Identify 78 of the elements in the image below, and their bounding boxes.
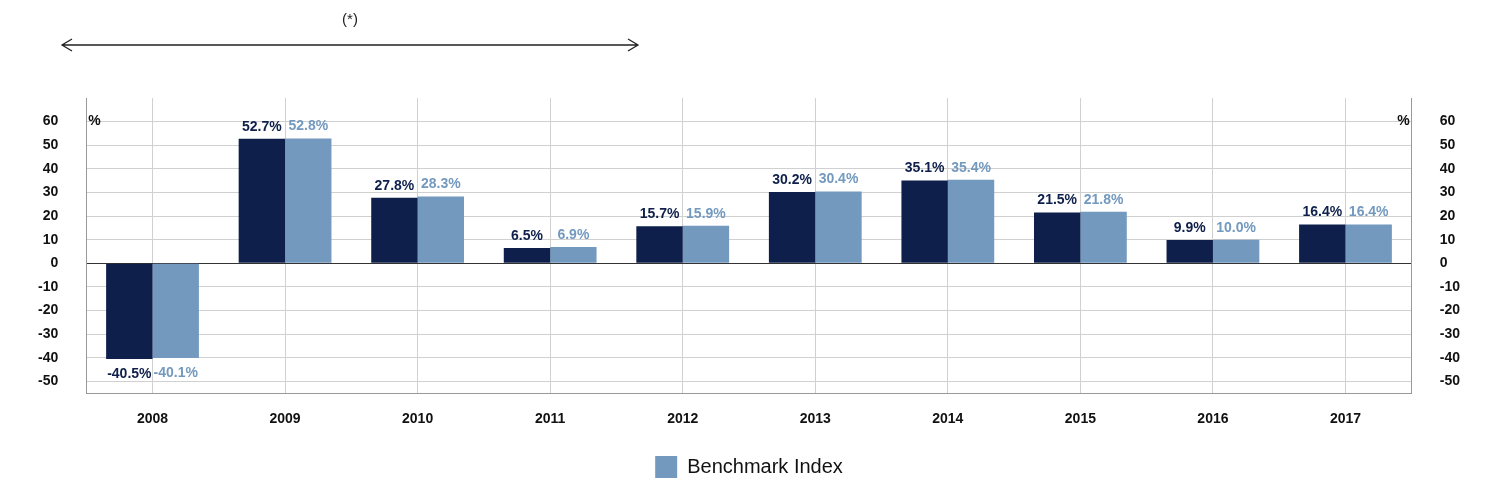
bar — [550, 247, 597, 263]
y2-tick-label: 10 — [1439, 230, 1456, 247]
data-label: 21.8% — [1083, 190, 1124, 207]
data-label: 35.1% — [904, 159, 946, 176]
y2-tick-label: -10 — [1439, 277, 1461, 294]
data-label: 52.7% — [242, 117, 283, 134]
bar — [947, 179, 995, 263]
data-label: 15.9% — [686, 204, 727, 221]
bar — [503, 247, 551, 263]
bar — [417, 196, 465, 263]
y2-tick-label: -30 — [1439, 325, 1461, 342]
data-label: 35.4% — [951, 158, 992, 175]
legend-label: Benchmark Index — [687, 454, 843, 477]
data-label: 6.5% — [511, 226, 544, 243]
bar — [815, 191, 862, 263]
y2-tick-label: 50 — [1439, 136, 1456, 153]
y2-tick-label: -20 — [1439, 301, 1461, 318]
data-label: 30.4% — [818, 170, 859, 187]
data-label: -40.1% — [153, 363, 199, 380]
bar — [238, 138, 286, 263]
y-tick-label: 40 — [42, 159, 59, 176]
y-tick-label: -50 — [38, 372, 59, 389]
y-tick-label: -10 — [38, 277, 59, 294]
data-label: 28.3% — [420, 175, 462, 192]
y2-tick-label: -50 — [1439, 372, 1461, 389]
y2-tick-label: 30 — [1439, 183, 1456, 200]
x-tick-label: 2010 — [402, 410, 434, 427]
y-tick-label: 50 — [42, 136, 59, 153]
bar — [1033, 212, 1081, 263]
x-tick-label: 2014 — [932, 410, 964, 427]
y2-tick-label: 20 — [1439, 206, 1456, 223]
data-label: 9.9% — [1173, 218, 1207, 235]
data-label: 52.8% — [288, 117, 329, 134]
y-tick-label: 10 — [42, 230, 59, 247]
y-tick-label: -20 — [38, 301, 59, 318]
x-tick-label: 2012 — [667, 410, 699, 427]
y-tick-label: 20 — [42, 206, 59, 223]
y-tick-label: 0 — [50, 254, 59, 271]
bar — [768, 191, 816, 263]
x-tick-label: 2009 — [269, 410, 301, 427]
data-label: 16.4% — [1348, 203, 1390, 220]
y2-tick-label: 40 — [1439, 159, 1456, 176]
bar — [1345, 224, 1392, 263]
data-label: 16.4% — [1302, 203, 1343, 220]
bar — [901, 180, 948, 263]
x-tick-label: 2011 — [534, 410, 566, 427]
bar — [1080, 211, 1127, 263]
x-tick-label: 2017 — [1329, 410, 1362, 427]
x-tick-label: 2008 — [136, 410, 169, 427]
y2-tick-label: 0 — [1439, 254, 1448, 271]
y2-axis-title: % — [1397, 112, 1411, 129]
y-tick-label: -30 — [38, 325, 59, 342]
data-label: 10.0% — [1216, 218, 1257, 235]
y-axis-title: % — [88, 112, 102, 129]
data-label: 21.5% — [1037, 191, 1078, 208]
data-label: 30.2% — [772, 170, 813, 187]
data-label: -40.5% — [107, 364, 153, 381]
bar — [682, 225, 730, 263]
bar — [1299, 224, 1346, 263]
x-tick-label: 2016 — [1197, 410, 1229, 427]
data-label: 27.8% — [374, 176, 415, 193]
x-tick-label: 2013 — [799, 410, 832, 427]
bar — [371, 197, 418, 263]
data-label: 15.7% — [639, 205, 680, 222]
bar — [152, 263, 199, 359]
bar — [636, 226, 683, 263]
y-tick-label: 60 — [42, 112, 59, 129]
text: (*) — [341, 10, 359, 27]
bar — [1212, 239, 1260, 263]
y-tick-label: 30 — [42, 183, 59, 200]
bar — [285, 138, 332, 263]
y2-tick-label: -40 — [1439, 348, 1461, 365]
y-tick-label: -40 — [38, 348, 59, 365]
bar — [1166, 239, 1213, 263]
y2-tick-label: 60 — [1439, 112, 1456, 129]
data-label: 6.9% — [557, 225, 590, 242]
bar — [106, 263, 153, 359]
x-tick-label: 2015 — [1064, 410, 1097, 427]
